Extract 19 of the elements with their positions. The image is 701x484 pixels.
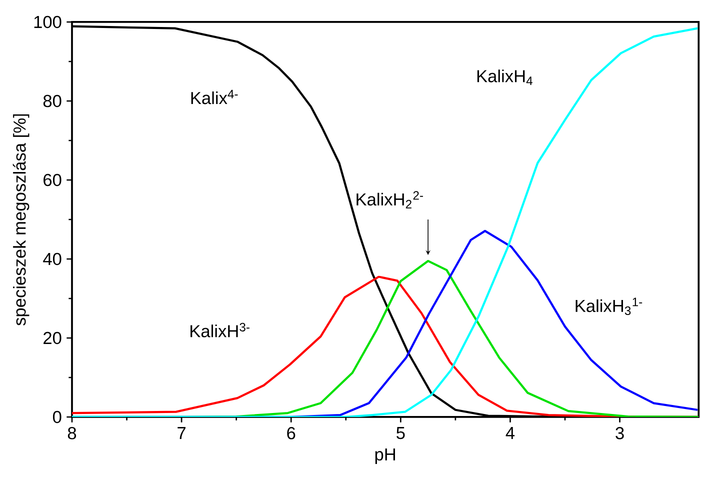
y-tick-label: 40: [43, 252, 62, 266]
y-tick-label: 60: [44, 174, 62, 186]
text: KalixH$^{3-}$: [190, 322, 250, 338]
text: KalixH$_{4}$: [477, 70, 532, 85]
y-tick-label: 20: [44, 332, 62, 344]
x-tick-label: 5: [396, 427, 405, 440]
text: KalixH$_{2}$2-: [356, 191, 423, 208]
y-tick-label: 100: [34, 16, 62, 28]
y-axis-title: specieszek megoszlása [%]: [12, 114, 30, 326]
x-tick-label: 6: [287, 427, 296, 440]
x-tick-label: 7: [178, 427, 186, 439]
text: Kalix$^{4-}$: [191, 90, 238, 104]
x-tick-label: 8: [68, 427, 76, 440]
series-label: KalixH$_{3}$1-: [576, 298, 642, 316]
x-axis-title: pH: [375, 448, 395, 464]
x-tick-label: 3: [616, 427, 624, 440]
y-tick-label: 80: [43, 94, 62, 108]
y-tick-label: 0: [52, 410, 62, 424]
x-tick-label: 4: [506, 427, 515, 439]
